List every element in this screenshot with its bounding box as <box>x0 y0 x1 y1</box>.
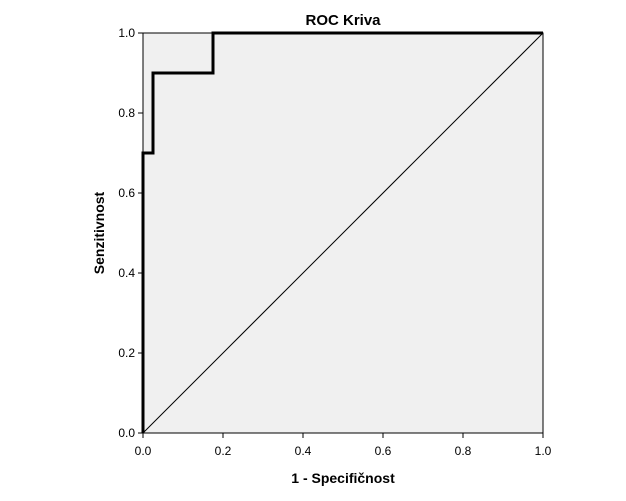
y-tick-label: 0.0 <box>118 426 135 440</box>
y-tick-labels: 0.0 0.2 0.4 0.6 0.8 1.0 <box>118 26 135 440</box>
reference-diagonal-line <box>142 32 544 434</box>
y-tick-label: 0.6 <box>118 186 135 200</box>
x-tick-label: 0.2 <box>215 444 232 458</box>
y-tick-label: 1.0 <box>118 26 135 40</box>
x-axis-label: 1 - Specifičnost <box>291 470 395 486</box>
x-tick-label: 0.4 <box>295 444 312 458</box>
x-tick-label: 1.0 <box>535 444 552 458</box>
y-tick-label: 0.8 <box>118 106 135 120</box>
y-axis-label: Senzitivnost <box>91 191 107 274</box>
chart-title: ROC Kriva <box>305 12 381 29</box>
y-tick-label: 0.2 <box>118 346 135 360</box>
x-tick-label: 0.0 <box>135 444 152 458</box>
x-tick-label: 0.8 <box>455 444 472 458</box>
plot-frame <box>142 32 544 434</box>
y-tick-label: 0.4 <box>118 266 135 280</box>
x-tick-label: 0.6 <box>375 444 392 458</box>
x-tick-labels: 0.0 0.2 0.4 0.6 0.8 1.0 <box>135 444 552 458</box>
